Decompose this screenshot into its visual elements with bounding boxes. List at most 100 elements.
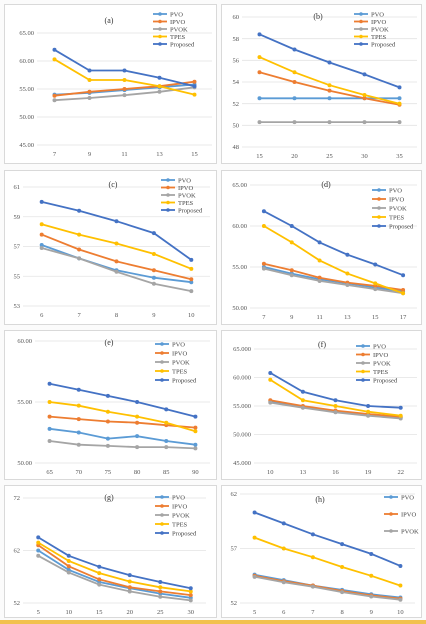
data-point-tpes bbox=[257, 55, 262, 60]
data-point-pvok bbox=[105, 443, 110, 448]
data-point-tpes bbox=[292, 70, 297, 75]
legend-marker bbox=[158, 19, 162, 24]
data-point-ipvo bbox=[105, 419, 110, 424]
legend-marker bbox=[389, 512, 393, 516]
legend-label: PVO bbox=[389, 187, 402, 194]
y-tick-label: 53 bbox=[14, 303, 21, 310]
data-point-proposed bbox=[157, 75, 162, 80]
data-point-pvok bbox=[398, 597, 403, 602]
data-point-ipvo bbox=[192, 79, 197, 84]
data-point-tpes bbox=[333, 404, 338, 408]
x-tick-label: 80 bbox=[134, 469, 141, 476]
data-point-pvok bbox=[77, 256, 82, 261]
legend-marker bbox=[166, 208, 170, 212]
data-point-tpes bbox=[252, 535, 257, 540]
chart-e-svg: 50.00 55.00 60.00 65 70 75 80 85 90 (e) PVO IPVO PVO… bbox=[17, 338, 210, 476]
data-point-pvok bbox=[333, 410, 338, 415]
legend-label: IPVO bbox=[170, 19, 185, 26]
legend-marker bbox=[160, 522, 164, 526]
series-line-ipvo bbox=[263, 262, 404, 291]
legend-label: PVO bbox=[178, 177, 191, 184]
data-point-tpes bbox=[157, 84, 162, 89]
data-point-pvok bbox=[268, 400, 273, 405]
data-point-tpes bbox=[317, 258, 322, 263]
data-point-ipvo bbox=[135, 420, 140, 425]
series-line-pvo bbox=[49, 427, 196, 446]
legend-marker bbox=[158, 42, 162, 46]
x-tick-label: 85 bbox=[163, 469, 170, 476]
legend-marker bbox=[160, 378, 164, 382]
x-tick-label: 9 bbox=[152, 312, 155, 319]
y-tick-label: 50.000 bbox=[233, 432, 251, 439]
series-line-ipvo bbox=[49, 415, 196, 429]
x-tick-label: 7 bbox=[53, 151, 57, 158]
legend-marker bbox=[359, 42, 363, 46]
chart-g-svg: 52 62 72 5 10 15 20 25 30 (g) PVO IPVO PVOK TPES Propo… bbox=[14, 493, 206, 616]
y-tick-label: 55.00 bbox=[19, 86, 34, 93]
legend-label: TPES bbox=[178, 200, 194, 207]
chart-panel-h: 52 57 62 5 6 7 8 9 10 (h) PVO IPVO PVOK bbox=[221, 485, 422, 618]
data-point-tpes bbox=[398, 583, 403, 588]
data-point-proposed bbox=[373, 262, 378, 267]
legend-label: PVO bbox=[172, 341, 185, 348]
series-line-proposed bbox=[263, 210, 404, 277]
x-tick-label: 9 bbox=[88, 151, 91, 158]
data-point-pvo bbox=[36, 548, 41, 553]
legend-label: TPES bbox=[371, 34, 387, 41]
data-point-tpes bbox=[52, 57, 57, 62]
data-point-tpes bbox=[87, 78, 92, 83]
legend-marker bbox=[377, 197, 381, 201]
data-point-proposed bbox=[76, 387, 81, 392]
data-point-tpes bbox=[261, 224, 266, 228]
chart-d-svg: 50.00 55.00 60.00 65.00 7 9 11 13 15 17 (d) PVO IPVO… bbox=[232, 180, 417, 321]
data-point-pvo bbox=[39, 243, 44, 248]
legend-marker bbox=[377, 188, 381, 192]
data-point-proposed bbox=[398, 563, 403, 568]
data-point-pvok bbox=[151, 281, 156, 286]
legend-label: PVOK bbox=[172, 512, 190, 519]
data-point-tpes bbox=[310, 555, 315, 560]
chart-panel-d: 50.00 55.00 60.00 65.00 7 9 11 13 15 17 (d) PVO IPVO… bbox=[221, 170, 422, 325]
data-point-pvo bbox=[327, 96, 332, 101]
data-point-tpes bbox=[76, 403, 81, 408]
data-point-proposed bbox=[114, 219, 119, 224]
legend-marker bbox=[361, 369, 365, 374]
data-point-pvok bbox=[135, 445, 140, 450]
legend-marker bbox=[377, 224, 381, 228]
y-tick-label: 61 bbox=[14, 184, 21, 191]
legend-label: TPES bbox=[172, 368, 188, 375]
data-point-tpes bbox=[135, 414, 140, 419]
y-tick-label: 50 bbox=[233, 123, 240, 130]
x-tick-label: 30 bbox=[188, 609, 195, 616]
data-point-tpes bbox=[373, 281, 378, 286]
data-point-pvok bbox=[189, 289, 194, 294]
data-point-proposed bbox=[401, 273, 406, 278]
legend-label: PVOK bbox=[178, 192, 196, 199]
data-point-proposed bbox=[252, 510, 257, 515]
y-tick-label: 65.000 bbox=[233, 346, 251, 353]
data-point-proposed bbox=[135, 400, 140, 404]
data-point-pvok bbox=[158, 594, 163, 599]
data-point-ipvo bbox=[189, 277, 194, 282]
data-point-proposed bbox=[193, 414, 198, 419]
x-tick-label: 11 bbox=[121, 151, 127, 158]
legend-marker bbox=[158, 34, 162, 39]
series-line-tpes bbox=[263, 225, 404, 295]
data-point-pvok bbox=[327, 120, 332, 125]
y-tick-label: 60.00 bbox=[17, 338, 32, 345]
chart-panel-b: 48 50 52 54 56 58 60 15 20 25 30 35 (b) PVO IPVO PVOK TP… bbox=[221, 4, 422, 164]
data-point-proposed bbox=[345, 252, 350, 257]
legend-label: PVOK bbox=[172, 359, 190, 366]
data-point-proposed bbox=[87, 68, 92, 73]
legend-marker bbox=[158, 27, 162, 31]
data-point-proposed bbox=[369, 551, 374, 556]
data-point-proposed bbox=[39, 199, 44, 204]
y-tick-label: 45.00 bbox=[19, 142, 34, 149]
legend-marker bbox=[166, 178, 170, 182]
legend-label: PVO bbox=[172, 494, 185, 501]
series-line-ipvo bbox=[254, 574, 401, 600]
data-point-pvok bbox=[114, 269, 119, 274]
y-tick-label: 52 bbox=[231, 600, 238, 607]
legend-label: TPES bbox=[373, 369, 389, 376]
legend-marker bbox=[377, 215, 381, 219]
